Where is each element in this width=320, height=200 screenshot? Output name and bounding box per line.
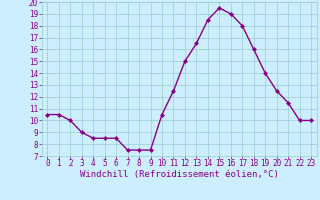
X-axis label: Windchill (Refroidissement éolien,°C): Windchill (Refroidissement éolien,°C): [80, 170, 279, 179]
